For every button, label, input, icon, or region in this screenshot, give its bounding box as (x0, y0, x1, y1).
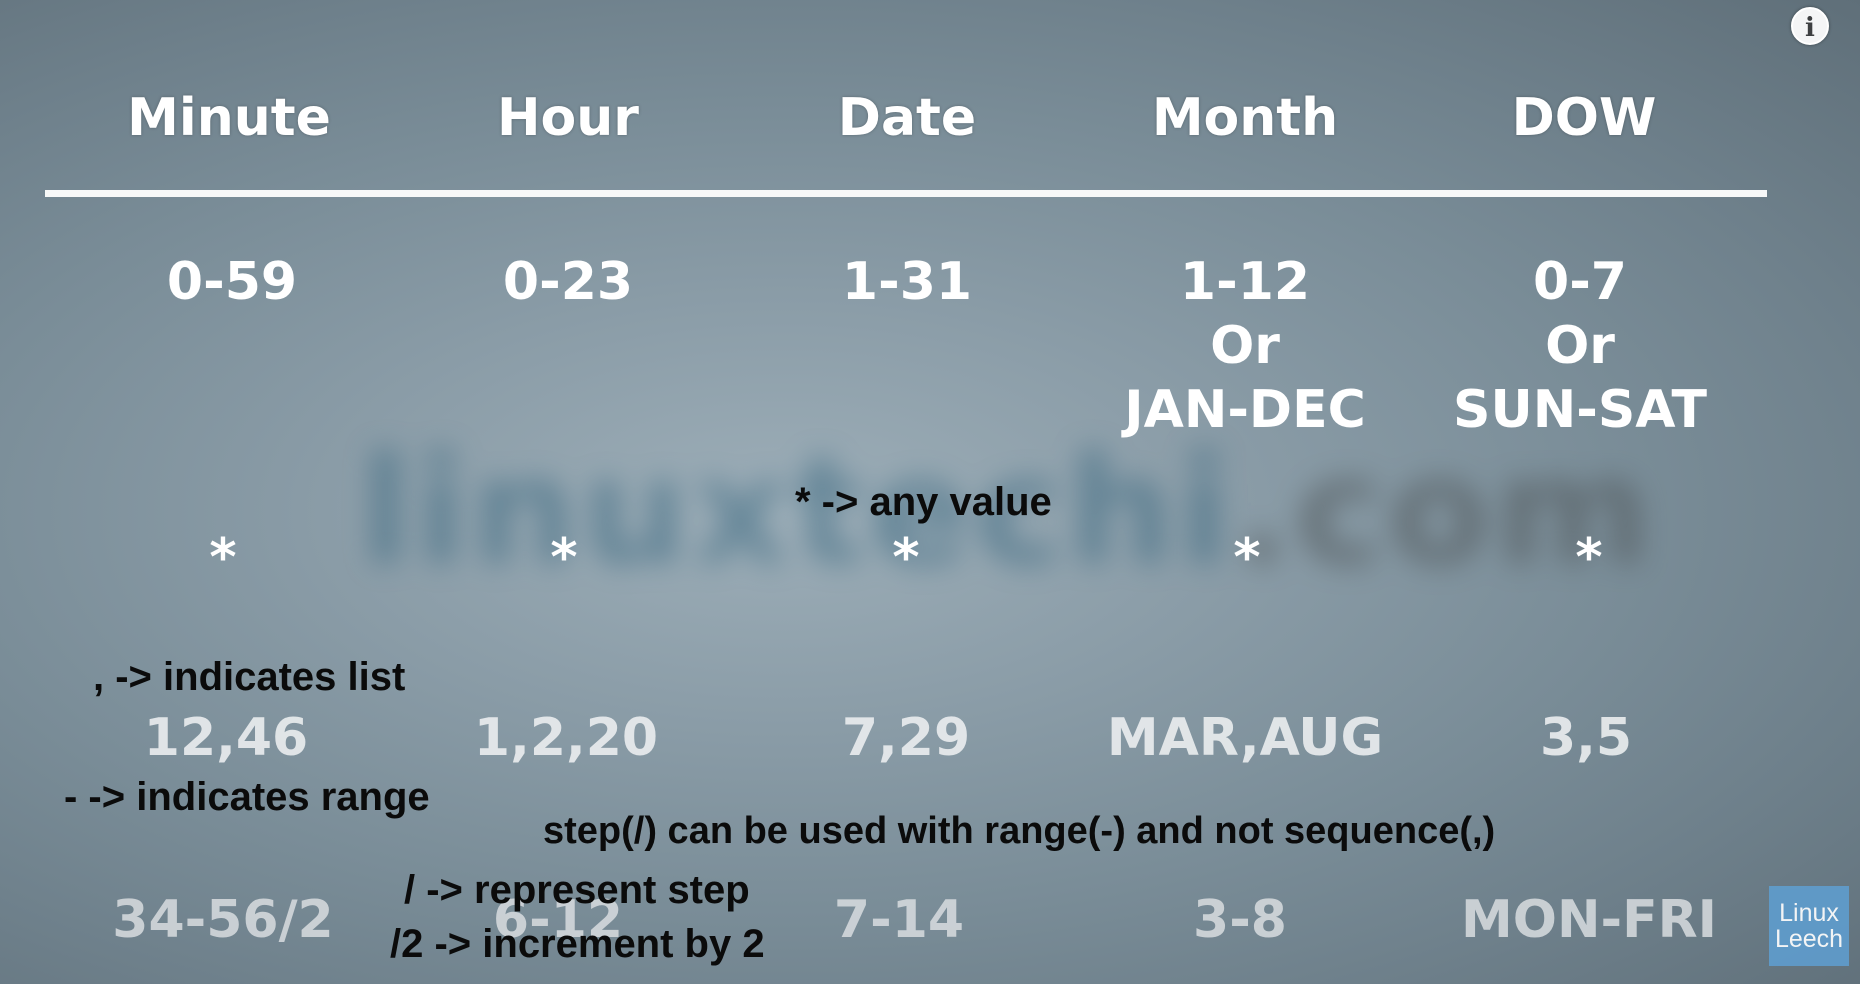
star-minute: * (209, 528, 237, 588)
header-divider (45, 190, 1767, 197)
range-dow: 0-7 Or SUN-SAT (1453, 252, 1707, 440)
step-dow: MON-FRI (1461, 890, 1717, 950)
list-hour: 1,2,20 (473, 708, 659, 768)
note-list: , -> indicates list (93, 655, 406, 699)
list-dow: 3,5 (1539, 708, 1633, 768)
header-hour: Hour (497, 88, 639, 148)
linux-leech-logo: Linux Leech (1769, 886, 1849, 966)
note-step-rule: step(/) can be used with range(-) and no… (543, 810, 1496, 852)
note-any-value: * -> any value (795, 480, 1052, 524)
list-minute: 12,46 (143, 708, 309, 768)
star-dow: * (1575, 528, 1603, 588)
watermark-logo: linuxtechi.com (360, 425, 1655, 599)
note-range: - -> indicates range (64, 775, 430, 819)
star-month: * (1233, 528, 1261, 588)
step-date: 7-14 (833, 890, 965, 950)
list-month: MAR,AUG (1106, 708, 1384, 768)
header-date: Date (837, 88, 977, 148)
info-icon[interactable]: i (1791, 7, 1829, 45)
logo-line-2: Leech (1774, 925, 1844, 953)
watermark-tail: .com (1233, 425, 1655, 599)
header-dow: DOW (1511, 88, 1657, 148)
note-step: / -> represent step (404, 868, 750, 912)
range-date: 1-31 (841, 252, 973, 312)
step-hour: 6-12 (492, 890, 624, 950)
range-hour: 0-23 (502, 252, 634, 312)
step-minute: 34-56/2 (112, 890, 334, 950)
watermark-text: linuxtechi (360, 425, 1234, 599)
step-month: 3-8 (1193, 890, 1287, 950)
star-hour: * (550, 528, 578, 588)
range-month: 1-12 Or JAN-DEC (1124, 252, 1366, 440)
star-date: * (892, 528, 920, 588)
note-increment: /2 -> increment by 2 (390, 922, 765, 966)
logo-line-1: Linux (1779, 899, 1839, 927)
range-minute: 0-59 (166, 252, 298, 312)
list-date: 7,29 (841, 708, 971, 768)
header-minute: Minute (127, 88, 331, 148)
header-month: Month (1151, 88, 1339, 148)
